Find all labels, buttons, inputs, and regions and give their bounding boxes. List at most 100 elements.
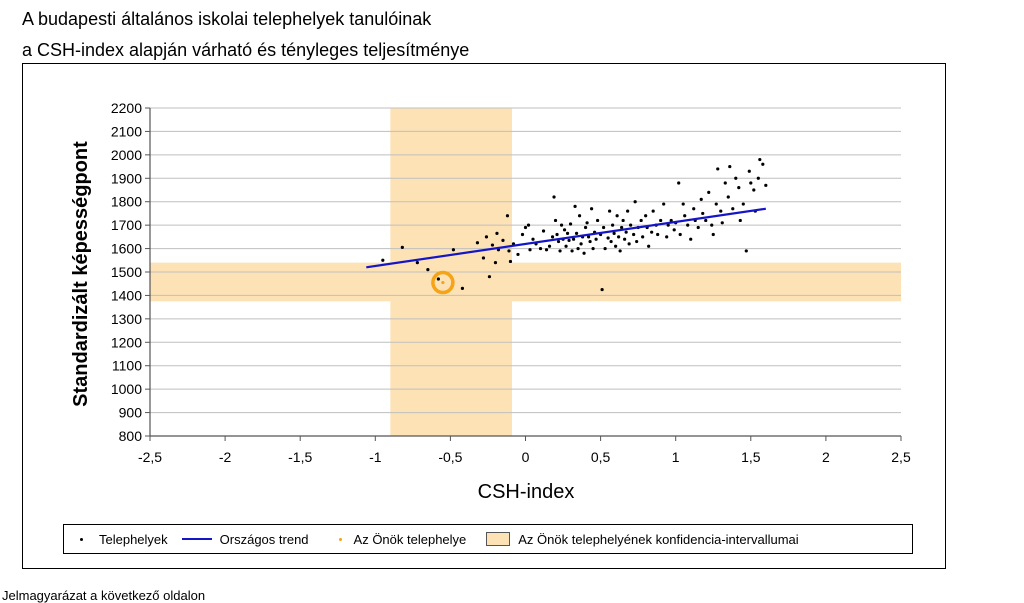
data-point (621, 218, 625, 223)
data-point (490, 243, 495, 247)
data-point (752, 188, 756, 192)
own-site-marker-icon (338, 537, 342, 541)
x-axis-title: CSH-index (478, 481, 575, 503)
data-point (734, 176, 738, 180)
data-point (744, 249, 748, 253)
ci-band-horizontal (150, 262, 901, 302)
data-point (704, 218, 708, 223)
data-point (749, 181, 753, 185)
data-point (528, 248, 532, 252)
data-point (756, 176, 760, 180)
data-point (681, 202, 685, 206)
data-point (481, 256, 486, 260)
data-point (656, 232, 660, 237)
data-point (647, 244, 651, 248)
data-point (609, 239, 613, 244)
gridlines (150, 107, 901, 414)
data-point (484, 235, 489, 239)
data-point (719, 209, 723, 213)
data-point (620, 225, 624, 230)
data-point (589, 207, 594, 211)
own-site-point (441, 280, 445, 285)
data-point (603, 246, 607, 251)
data-point (586, 235, 591, 239)
data-point (505, 214, 510, 218)
data-point (641, 235, 645, 239)
data-point (731, 207, 735, 211)
axes: 800 900 1000 1100 1200 1300 1400 1500 1600 1700 18… (111, 100, 911, 465)
data-point (624, 230, 628, 234)
data-point (711, 232, 715, 237)
legend-label-trend: Országos trend (219, 531, 309, 547)
data-point (451, 248, 456, 252)
data-point (758, 157, 762, 162)
data-point (600, 287, 604, 292)
data-point (547, 244, 552, 248)
y-tick-label: 2200 (111, 100, 142, 116)
y-tick-label: 1400 (111, 287, 142, 303)
legend-item-own-site: Az Önök telephelye (323, 532, 466, 547)
data-point (415, 261, 419, 265)
y-tick-label: 2000 (111, 147, 142, 163)
data-point (608, 209, 612, 213)
data-point (564, 244, 568, 248)
data-point (741, 202, 745, 206)
data-point (558, 249, 562, 253)
data-point (556, 239, 561, 244)
data-point (579, 242, 583, 246)
data-point (659, 218, 663, 223)
data-point (644, 214, 648, 218)
data-point (562, 228, 567, 232)
ci-band-swatch-icon (486, 532, 511, 546)
y-tick-label: 1500 (111, 264, 142, 280)
trend-line-group (366, 207, 766, 269)
chart-frame: 800 900 1000 1100 1200 1300 1400 1500 1600 1700 18… (22, 63, 946, 569)
data-point (553, 218, 558, 223)
data-point (570, 249, 574, 253)
data-point (683, 214, 687, 218)
data-point (699, 197, 703, 201)
data-point (707, 190, 711, 194)
data-point (710, 223, 714, 227)
data-point (507, 249, 511, 253)
own-site-ring (431, 270, 455, 295)
y-tick-label: 2100 (111, 123, 142, 139)
data-point (617, 235, 621, 239)
data-point (531, 237, 535, 241)
data-point (493, 261, 498, 265)
x-tick-label: -2 (219, 449, 232, 465)
data-point (582, 251, 586, 255)
data-point (538, 246, 543, 251)
data-point (716, 167, 720, 171)
footer-note: Jelmagyarázat a következő oldalon (2, 588, 206, 603)
data-point (559, 223, 564, 227)
data-point (672, 228, 676, 232)
data-point (726, 195, 730, 199)
data-point (552, 195, 556, 199)
data-point (696, 225, 700, 230)
y-tick-label: 900 (119, 405, 143, 421)
data-point (591, 246, 595, 251)
data-point (550, 235, 555, 239)
chart-title-line-2: a CSH-index alapján várható és tényleges… (22, 40, 470, 60)
data-point (612, 231, 616, 235)
data-point (555, 232, 559, 237)
data-point (615, 214, 619, 218)
data-point (594, 237, 598, 241)
legend-label-points: Telephelyek (99, 531, 168, 547)
data-point (677, 181, 681, 185)
y-tick-label: 1100 (112, 358, 142, 374)
data-point (583, 225, 588, 230)
own-site-group (431, 270, 455, 295)
data-point (595, 218, 600, 223)
data-points (381, 157, 768, 292)
data-point (567, 238, 571, 242)
data-point (686, 223, 690, 227)
legend-item-points: Telephelyek (80, 532, 168, 547)
data-point (728, 164, 732, 169)
data-point (565, 231, 570, 235)
data-point (577, 214, 582, 218)
data-point (639, 218, 643, 223)
x-tick-label: 2,5 (891, 449, 911, 465)
data-point (761, 162, 765, 166)
